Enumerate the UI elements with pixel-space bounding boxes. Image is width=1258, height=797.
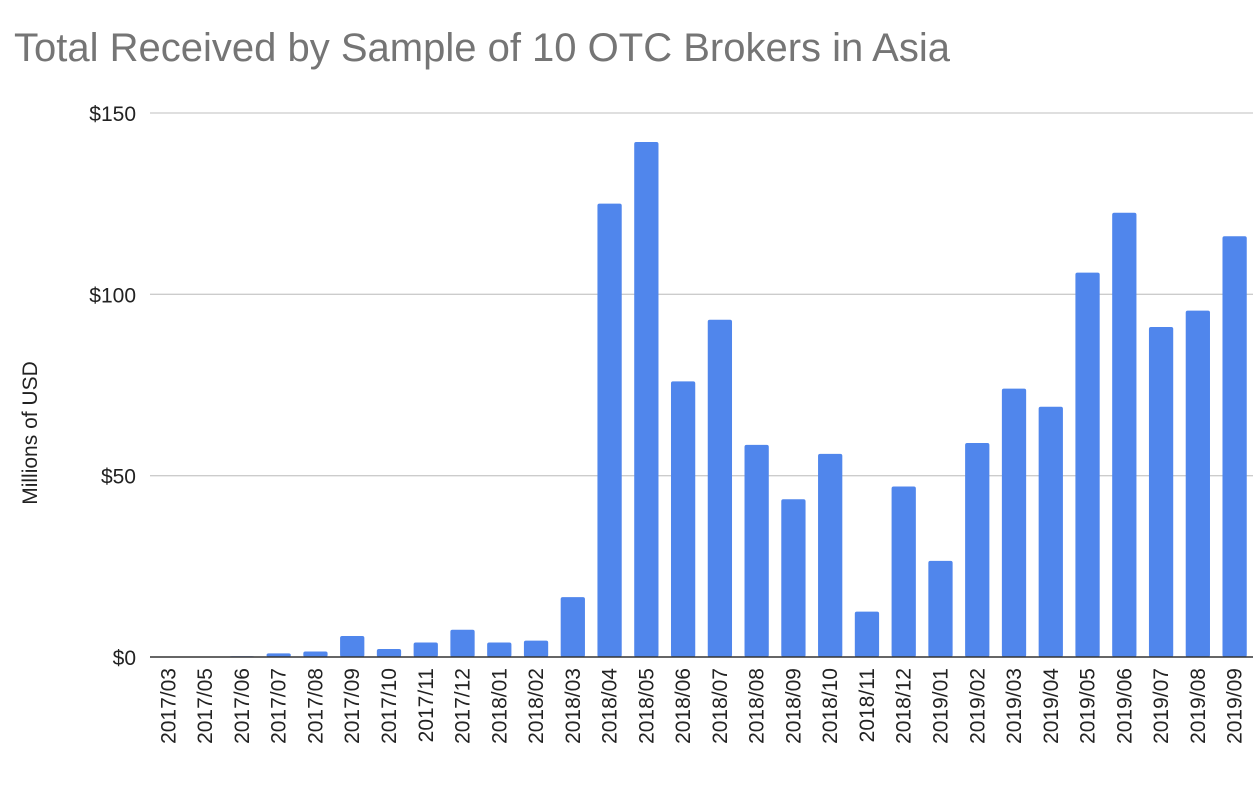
x-tick-label: 2019/07 <box>1150 668 1173 744</box>
bar <box>523 640 549 657</box>
bar <box>818 453 843 657</box>
x-tick-label: 2019/06 <box>1113 668 1136 744</box>
x-tick-label: 2018/08 <box>746 668 769 744</box>
bar <box>1001 388 1027 657</box>
x-tick-label: 2018/09 <box>782 668 805 744</box>
bar <box>854 611 880 657</box>
y-tick-label: $100 <box>89 284 136 307</box>
y-tick-label: $0 <box>113 647 136 670</box>
bar <box>891 486 916 657</box>
x-tick-label: 2018/06 <box>672 668 695 744</box>
x-tick-label: 2019/01 <box>929 668 952 744</box>
x-tick-label: 2018/03 <box>562 668 585 744</box>
bar <box>928 560 953 657</box>
bar <box>1038 406 1063 657</box>
bar <box>303 651 328 657</box>
x-tick-label: 2018/07 <box>709 668 732 744</box>
gridlines <box>150 112 1253 477</box>
bar <box>1148 326 1174 657</box>
x-tick-label: 2018/10 <box>819 668 842 744</box>
x-tick-label: 2017/09 <box>341 668 364 744</box>
x-tick-label: 2019/02 <box>966 668 989 744</box>
x-tick-label: 2018/02 <box>525 668 548 744</box>
x-tick-label: 2018/04 <box>599 668 622 744</box>
y-axis-ticks: $0 $50 $100 $150 <box>89 103 136 670</box>
bar <box>450 629 475 657</box>
bar <box>670 381 696 657</box>
x-tick-label: 2017/06 <box>231 668 254 744</box>
bar <box>1222 236 1247 657</box>
bar <box>1075 272 1100 657</box>
x-tick-label: 2019/03 <box>1003 668 1026 744</box>
bars <box>156 142 1247 658</box>
bar <box>744 444 769 657</box>
x-tick-label: 2018/12 <box>893 668 916 744</box>
bar <box>560 597 585 657</box>
x-tick-label: 2017/10 <box>378 668 401 744</box>
bar <box>634 142 659 658</box>
x-tick-label: 2019/05 <box>1077 668 1100 744</box>
bar <box>965 443 990 657</box>
bar <box>487 642 512 657</box>
bar <box>376 649 402 657</box>
bar <box>597 203 622 657</box>
chart-title: Total Received by Sample of 10 OTC Broke… <box>14 26 950 70</box>
x-tick-label: 2017/07 <box>268 668 291 744</box>
bar <box>1185 310 1210 657</box>
y-tick-label: $50 <box>101 466 136 489</box>
x-axis-ticks: 2017/03 2017/05 2017/06 2017/07 2017/08 2017/… <box>157 668 1246 744</box>
x-tick-label: 2017/05 <box>194 668 217 744</box>
x-tick-label: 2019/08 <box>1187 668 1210 744</box>
bar <box>413 642 438 657</box>
x-tick-label: 2018/05 <box>635 668 658 744</box>
x-tick-label: 2019/09 <box>1224 668 1247 744</box>
x-tick-label: 2018/01 <box>488 668 511 744</box>
x-tick-label: 2019/04 <box>1040 668 1063 744</box>
bar <box>1112 212 1137 657</box>
x-tick-label: 2017/08 <box>304 668 327 744</box>
y-tick-label: $150 <box>89 103 136 126</box>
x-tick-label: 2017/12 <box>452 668 475 744</box>
x-tick-label: 2018/11 <box>856 668 879 742</box>
bar <box>707 319 733 657</box>
x-tick-label: 2017/11 <box>415 668 438 742</box>
bar <box>266 653 291 657</box>
bar <box>340 635 365 657</box>
bar <box>781 499 806 657</box>
x-tick-label: 2017/03 <box>157 668 180 744</box>
